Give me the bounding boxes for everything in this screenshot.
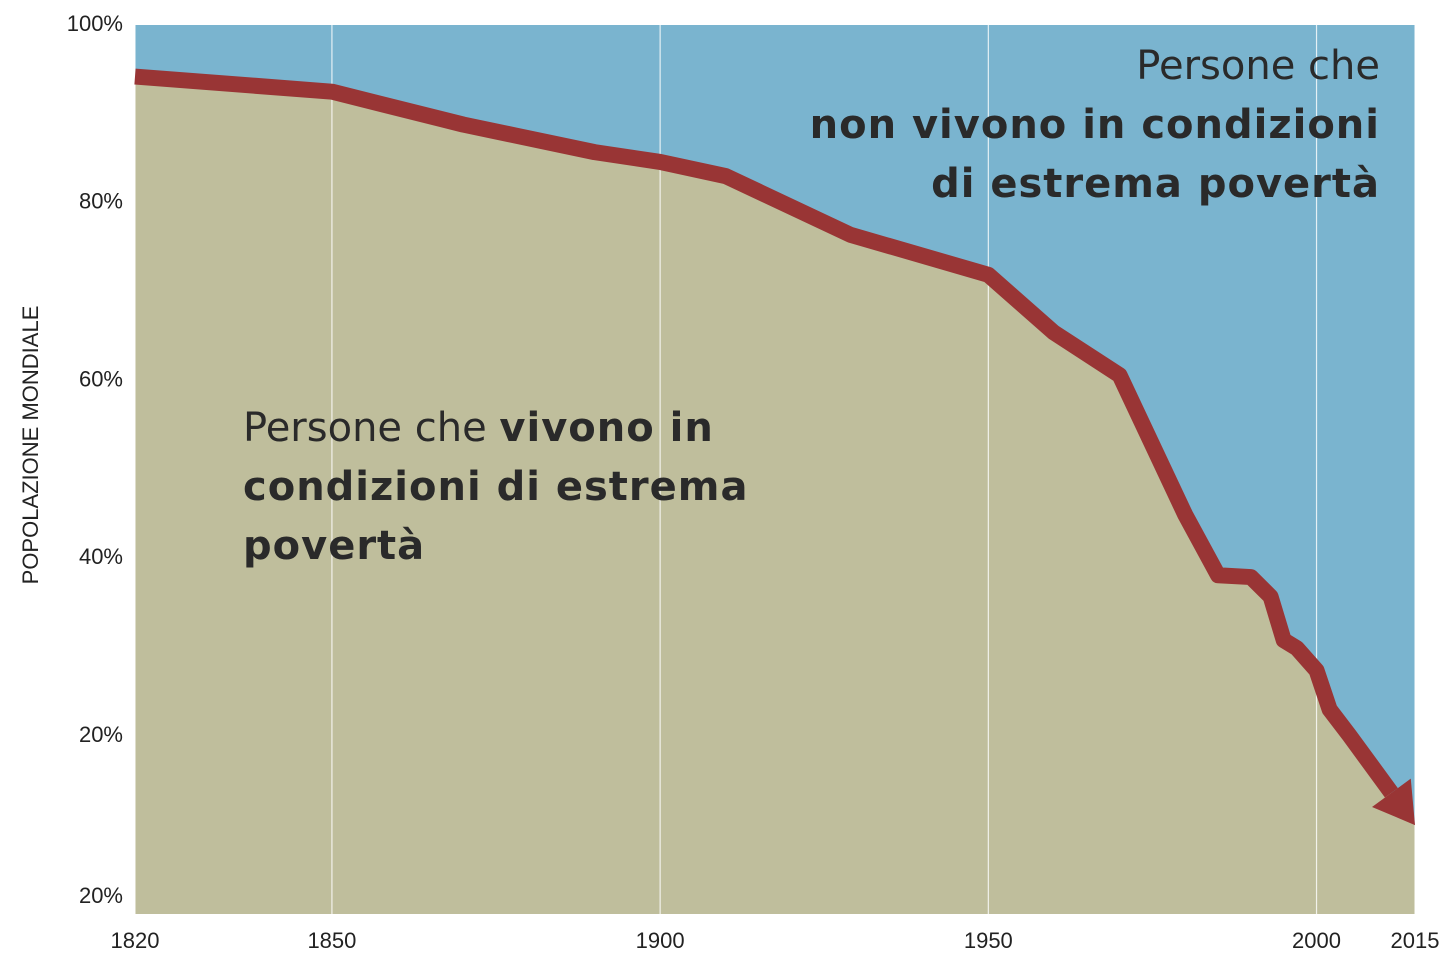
x-tick-label: 1850 [307, 928, 356, 953]
y-tick-label: 20% [79, 722, 123, 747]
x-tick-label: 1820 [111, 928, 160, 953]
y-axis-label: POPOLAZIONE MONDIALE [18, 306, 43, 585]
annotation-line: Persone che vivono in [243, 405, 714, 451]
annotation-line: povertà [243, 523, 425, 569]
annotation-line: condizioni di estrema [243, 464, 748, 510]
chart: POPOLAZIONE MONDIALE 20% 20% 40% 60% 80% 100%… [0, 0, 1443, 956]
annotation-text: povertà [243, 523, 425, 569]
x-tick-label: 1950 [964, 928, 1013, 953]
y-tick-label: 100% [67, 11, 123, 36]
annotation-text: Persone che [243, 405, 499, 451]
annotation-line: non vivono in condizioni [810, 102, 1380, 148]
y-tick-label: 40% [79, 544, 123, 569]
y-tick-label: 20% [79, 883, 123, 908]
annotation-text: condizioni di estrema [243, 464, 748, 510]
x-tick-label: 2000 [1292, 928, 1341, 953]
annotation-text: vivono in [499, 405, 713, 451]
annotation-text: Persone che [1136, 43, 1380, 89]
y-tick-label: 60% [79, 366, 123, 391]
x-tick-label: 1900 [636, 928, 685, 953]
annotation-text: non vivono in condizioni [810, 102, 1380, 148]
annotation-line: di estrema povertà [931, 161, 1380, 207]
annotation-text: di estrema povertà [931, 161, 1380, 207]
annotation-line: Persone che [1136, 43, 1380, 89]
y-tick-label: 80% [79, 189, 123, 214]
x-tick-label: 2015 [1391, 928, 1440, 953]
